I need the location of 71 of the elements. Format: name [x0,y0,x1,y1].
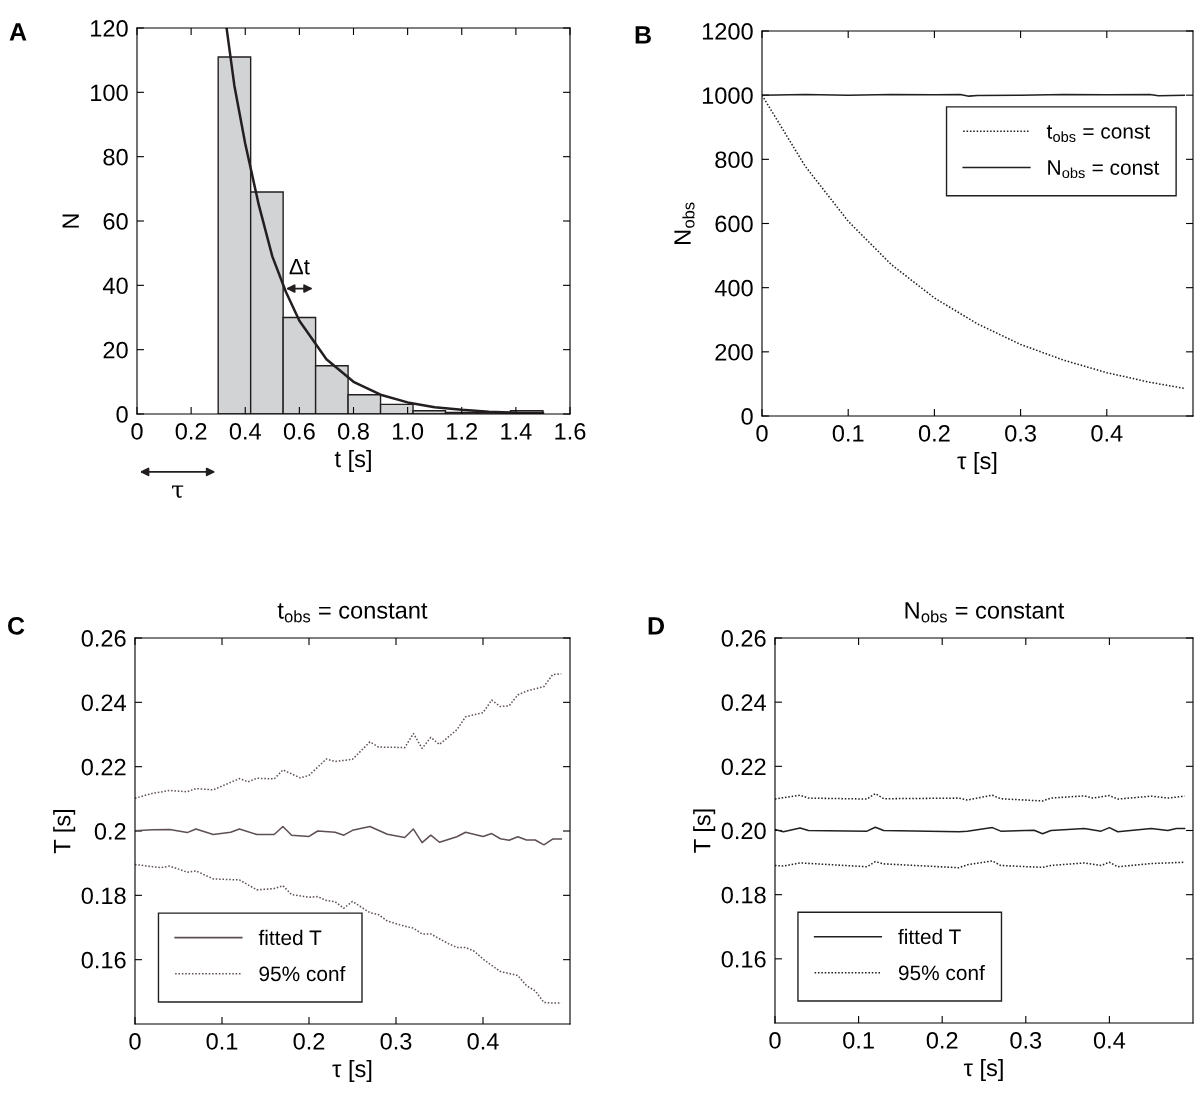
text: τ [172,485,184,498]
y-tick-label: 800 [715,151,753,169]
y-tick-label: 0.22 [721,758,766,776]
x-tick-label: 1.0 [393,422,424,440]
x-tick-label: 1.6 [555,422,586,440]
text: A [9,23,27,41]
text: C [8,617,25,635]
chart-title: t$_{obs}$ = constant [277,603,428,623]
y-tick-label: 120 [91,20,128,37]
x-tick-label: 0.4 [1093,1031,1126,1049]
legend-label: fitted T [898,928,961,945]
text: B [635,26,651,44]
y-tick-label: 0.24 [81,694,126,712]
x-tick-label: 0.2 [918,424,950,442]
y-tick-label: 1200 [702,23,753,40]
legend-label: 95% conf [898,964,985,981]
x-tick-label: 1.2 [447,422,477,440]
y-axis-title: N$_{obs}$ [674,202,695,244]
legend-label: fitted T [258,929,322,946]
y-tick-label: 0.24 [721,694,766,711]
y-tick-label: 0.2 [94,823,126,840]
legend-label: N$_{obs}$ = const [1048,160,1160,179]
y-tick-label: 0.26 [81,630,126,647]
x-tick-label: 0.2 [926,1031,958,1049]
y-tick-label: 100 [91,84,128,102]
x-tick-label: 0.3 [1005,424,1036,442]
x-tick-label: 0 [129,1032,141,1050]
y-tick-label: 0.18 [81,887,126,905]
y-tick-label: 60 [103,213,128,230]
x-axis-title: τ [s] [332,1059,372,1082]
x-tick-label: 0.3 [380,1032,412,1050]
legend-label: 95% conf [259,965,346,982]
x-axis-title: τ [s] [957,451,997,474]
y-tick-label: 0 [116,406,128,423]
y-axis-title: T [s] [53,809,76,854]
y-tick-label: 20 [103,341,128,359]
y-tick-label: 400 [714,279,753,297]
x-tick-label: 0.6 [283,422,315,440]
x-tick-label: 0.1 [832,424,864,442]
x-tick-label: 0.1 [206,1032,238,1050]
x-tick-label: 0.1 [843,1031,874,1049]
x-tick-label: 0 [769,1031,781,1049]
y-tick-label: 1000 [702,87,753,104]
text: D [648,617,664,635]
x-axis-title: t [s] [334,449,371,472]
x-tick-label: 0.4 [1091,424,1123,442]
y-tick-label: 40 [102,277,128,295]
y-axis-title: T [s] [693,809,716,853]
x-tick-label: 0.8 [338,422,369,440]
chart-title: N$_{obs}$ = constant [905,602,1065,623]
y-tick-label: 0 [741,408,753,425]
x-tick-label: 1.4 [501,423,532,440]
y-axis-title: N [62,214,79,228]
y-tick-label: 80 [103,148,128,166]
x-axis-title: τ [s] [963,1058,1003,1081]
y-tick-label: 0.16 [721,950,766,968]
x-tick-label: 0.4 [467,1032,499,1050]
x-tick-label: 0.2 [293,1032,325,1050]
y-tick-label: 200 [715,343,753,361]
y-tick-label: 600 [715,215,753,233]
y-tick-label: 0.16 [81,951,126,969]
x-tick-label: 0.4 [229,422,261,440]
x-tick-label: 0.2 [175,422,207,440]
y-tick-label: 0.20 [721,822,766,840]
y-tick-label: 0.26 [721,630,766,647]
y-tick-label: 0.18 [721,886,766,904]
y-tick-label: 0.22 [81,758,126,776]
annotation: Δt [289,259,310,275]
x-tick-label: 0.3 [1010,1031,1042,1049]
legend-label: t$_{obs}$ = const [1046,125,1150,142]
x-tick-label: 0 [131,422,143,440]
